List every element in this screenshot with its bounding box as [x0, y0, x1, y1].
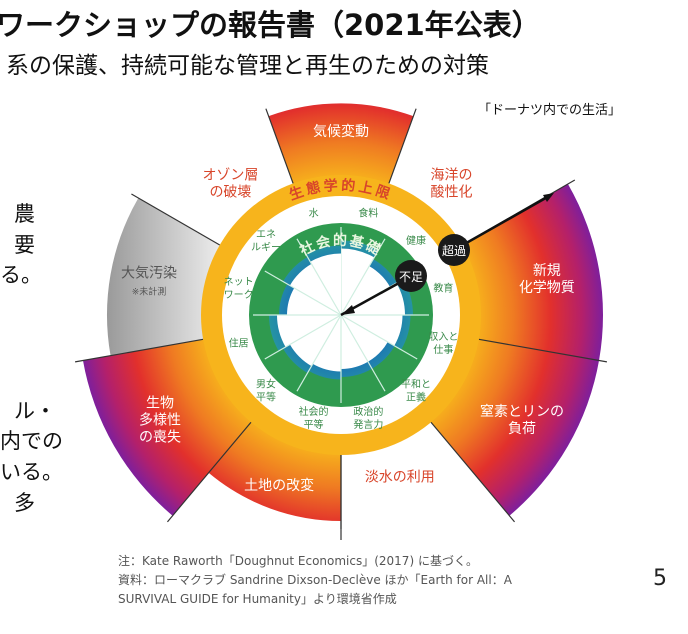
boundary-divider — [74, 338, 204, 363]
note-line: 注：Kate Raworth「Doughnut Economics」(2017)… — [118, 554, 478, 568]
overshoot-arrowhead — [543, 193, 554, 202]
shortfall-badge — [395, 260, 427, 292]
social-foundation-label: 男女 — [256, 377, 276, 390]
social-foundation-label: ワーク — [224, 289, 254, 301]
foundation-divider — [340, 314, 418, 360]
planetary-boundary-label: 大気汚染 — [121, 266, 177, 282]
planetary-boundary-label: 負荷 — [508, 421, 536, 437]
body-text-fragment: 多 — [14, 491, 35, 515]
overshoot-wedge — [453, 184, 604, 361]
boundary-divider — [265, 108, 294, 184]
social-foundation-label: 水 — [309, 208, 319, 220]
body-text-fragment: 要 — [14, 233, 35, 257]
shortfall-core — [287, 288, 341, 315]
body-text-fragment: 内での — [0, 429, 63, 453]
boundary-divider — [166, 421, 252, 523]
social-foundation-label: 正義 — [406, 390, 426, 403]
slide-subtitle: 系の保護、持続可能な管理と再生のための対策 — [6, 53, 489, 79]
planetary-boundary-label: 気候変動 — [313, 123, 369, 140]
source-notes: 注：Kate Raworth「Doughnut Economics」(2017)… — [118, 552, 512, 609]
planetary-boundary-label: 窒素とリンの — [480, 403, 564, 420]
planetary-boundary-label: 土地の改変 — [244, 477, 314, 494]
body-text-fragment: る。 — [0, 263, 42, 287]
shortfall-arrowhead — [341, 305, 355, 315]
social-foundation-label: 住居 — [229, 336, 249, 349]
social-foundation-label: 平等 — [304, 418, 324, 431]
shortfall-core — [341, 315, 403, 346]
shortfall-badge-label: 不足 — [399, 270, 423, 284]
social-foundation-label: 平等 — [256, 390, 276, 403]
foundation-divider — [264, 270, 342, 316]
social-foundation-label: 教育 — [433, 282, 453, 295]
shortfall-core — [310, 253, 341, 315]
shortfall-core — [341, 266, 390, 315]
planetary-boundary-label: 多様性 — [139, 412, 181, 429]
shortfall-core — [341, 315, 368, 369]
boundary-divider — [388, 108, 417, 184]
body-text-fragment: 農 — [14, 202, 35, 226]
source-line: 資料：ローマクラブ Sandrine Dixson-Declève ほか「Ear… — [118, 573, 512, 587]
overshoot-wedge — [82, 337, 258, 516]
planetary-boundary-label: の喪失 — [139, 430, 181, 446]
shortfall-core — [289, 315, 341, 367]
social-foundation-label: 平和と — [401, 378, 431, 390]
social-foundation-label: 健康 — [406, 234, 426, 247]
planetary-boundary-label: ※未計測 — [132, 286, 167, 298]
planetary-boundary-label: の破壊 — [209, 185, 251, 201]
social-foundation-label: 食料 — [358, 207, 378, 220]
overshoot-wedge — [106, 198, 229, 356]
shortfall-core — [341, 315, 388, 362]
planetary-boundary-label: 化学物質 — [519, 280, 575, 296]
overshoot-arrow — [453, 193, 552, 252]
social-foundation-label: ルギー — [251, 242, 281, 254]
foundation-divider — [264, 314, 342, 360]
slide-title: ワークショップの報告書（2021年公表） — [0, 8, 541, 42]
foundation-divider — [296, 314, 342, 392]
social-foundation-label: 社会的 — [299, 405, 329, 418]
shortfall-core — [277, 315, 341, 347]
foundation-divider — [340, 314, 386, 392]
boundary-divider — [131, 193, 221, 246]
foundation-divider — [340, 238, 386, 316]
planetary-boundary-label: 酸性化 — [431, 185, 473, 201]
social-foundation-label: 発言力 — [353, 418, 383, 431]
page-number: 5 — [653, 566, 667, 591]
shortfall-core — [289, 263, 341, 315]
social-foundation-label: ネット — [224, 276, 254, 288]
social-foundation-label: エネ — [256, 229, 276, 241]
foundation-divider — [296, 238, 342, 316]
overshoot-wedge — [268, 103, 414, 193]
body-text-fragment: ル・ — [14, 399, 56, 423]
shortfall-core — [341, 248, 375, 315]
planetary-boundary-label: 新規 — [533, 263, 561, 279]
boundary-divider — [430, 421, 516, 523]
body-text-fragment: いる。 — [0, 460, 63, 484]
doughnut-caption: 「ドーナツ内での生活」 — [478, 103, 622, 118]
overshoot-badge — [438, 234, 470, 266]
shortfall-core — [312, 315, 341, 372]
source-line: SURVIVAL GUIDE for Humanity」より環境省作成 — [118, 592, 397, 606]
overshoot-badge-label: 超過 — [442, 243, 466, 258]
social-foundation-label: 政治的 — [353, 405, 383, 418]
boundary-divider — [478, 338, 608, 363]
planetary-boundary-label: オゾン層 — [202, 168, 258, 184]
planetary-boundary-label: 海洋の — [431, 168, 473, 184]
social-foundation-label: 収入と — [428, 331, 458, 343]
planetary-boundary-label: 生物 — [146, 396, 174, 412]
planetary-boundary-label: 淡水の利用 — [365, 470, 435, 486]
overshoot-wedge — [424, 337, 600, 516]
social-foundation-label: 仕事 — [433, 343, 453, 356]
